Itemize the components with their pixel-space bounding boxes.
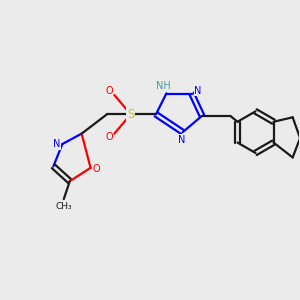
Text: CH₃: CH₃ [56, 202, 72, 211]
Text: O: O [105, 132, 113, 142]
Text: O: O [105, 86, 113, 96]
Text: O: O [93, 164, 100, 174]
Text: NH: NH [156, 81, 171, 91]
Text: N: N [194, 85, 202, 96]
Text: S: S [127, 108, 134, 121]
Text: N: N [178, 135, 185, 145]
Text: N: N [53, 139, 61, 149]
